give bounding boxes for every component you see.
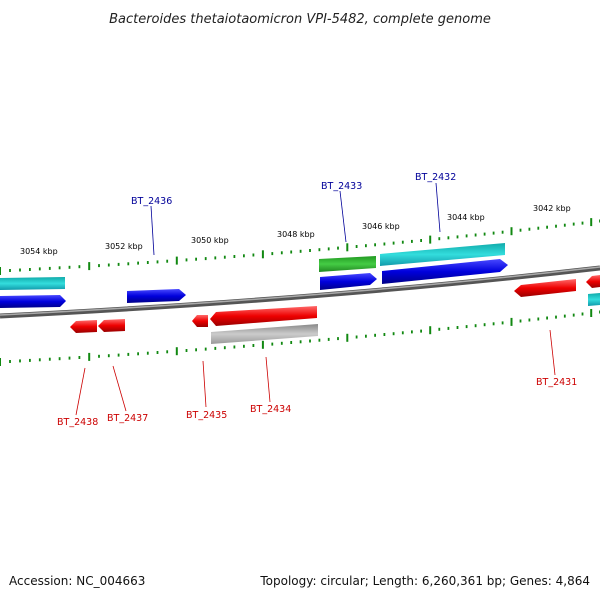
leader-line-bt2431	[549, 329, 556, 376]
kbp-label-3044: 3044 kbp	[447, 213, 485, 222]
inner-tick-track	[0, 309, 600, 366]
feature-gray-bt2434[interactable]	[211, 324, 318, 344]
feature-cyan-right[interactable]	[588, 293, 600, 306]
leader-line-bt2437	[112, 365, 127, 412]
accession-text: Accession: NC_004663	[9, 574, 146, 588]
gene-blue-left[interactable]	[0, 295, 66, 308]
leader-line-bt2434	[265, 356, 271, 403]
gene-blue-bt2436[interactable]	[127, 289, 186, 303]
gene-label-bt2434[interactable]: BT_2434	[250, 404, 291, 415]
gene-blue-bt2433[interactable]	[320, 273, 377, 290]
gene-red-bt2434[interactable]	[210, 306, 317, 326]
kbp-label-3042: 3042 kbp	[533, 204, 571, 213]
gene-label-bt2438[interactable]: BT_2438	[57, 417, 98, 428]
gene-red-bt2437[interactable]	[98, 319, 125, 332]
leader-line-bt2432	[435, 182, 441, 233]
gene-label-bt2432[interactable]: BT_2432	[415, 172, 456, 183]
leader-line-bt2435	[202, 360, 207, 408]
gene-red-right[interactable]	[586, 275, 600, 288]
gene-blue-bt2432[interactable]	[382, 259, 508, 284]
gene-red-bt2431[interactable]	[514, 279, 576, 297]
kbp-label-3052: 3052 kbp	[105, 242, 143, 251]
leader-line-bt2436	[150, 205, 155, 256]
kbp-label-3046: 3046 kbp	[362, 222, 400, 231]
kbp-label-3048: 3048 kbp	[277, 230, 315, 239]
gene-label-bt2431[interactable]: BT_2431	[536, 377, 577, 388]
gene-label-bt2437[interactable]: BT_2437	[107, 413, 148, 424]
kbp-label-3050: 3050 kbp	[191, 236, 229, 245]
outer-tick-track	[0, 218, 600, 275]
kbp-label-3054: 3054 kbp	[20, 247, 58, 256]
map-title: Bacteroides thetaiotaomicron VPI-5482, c…	[109, 12, 491, 27]
gene-label-bt2436[interactable]: BT_2436	[131, 196, 172, 207]
feature-cyan-bt2432[interactable]	[380, 243, 505, 266]
gene-red-bt2438[interactable]	[70, 320, 97, 333]
genome-summary-text: Topology: circular; Length: 6,260,361 bp…	[260, 574, 590, 588]
feature-cyan-left[interactable]	[0, 277, 65, 290]
gene-red-bt2435[interactable]	[192, 315, 208, 327]
genome-backbone	[0, 265, 600, 319]
gene-label-bt2433[interactable]: BT_2433	[321, 181, 362, 192]
leader-line-bt2438	[75, 367, 86, 416]
gene-label-bt2435[interactable]: BT_2435	[186, 410, 227, 421]
leader-line-bt2433	[339, 190, 347, 243]
feature-green-bt2433[interactable]	[319, 256, 376, 272]
genome-backbone-highlight	[0, 266, 600, 316]
